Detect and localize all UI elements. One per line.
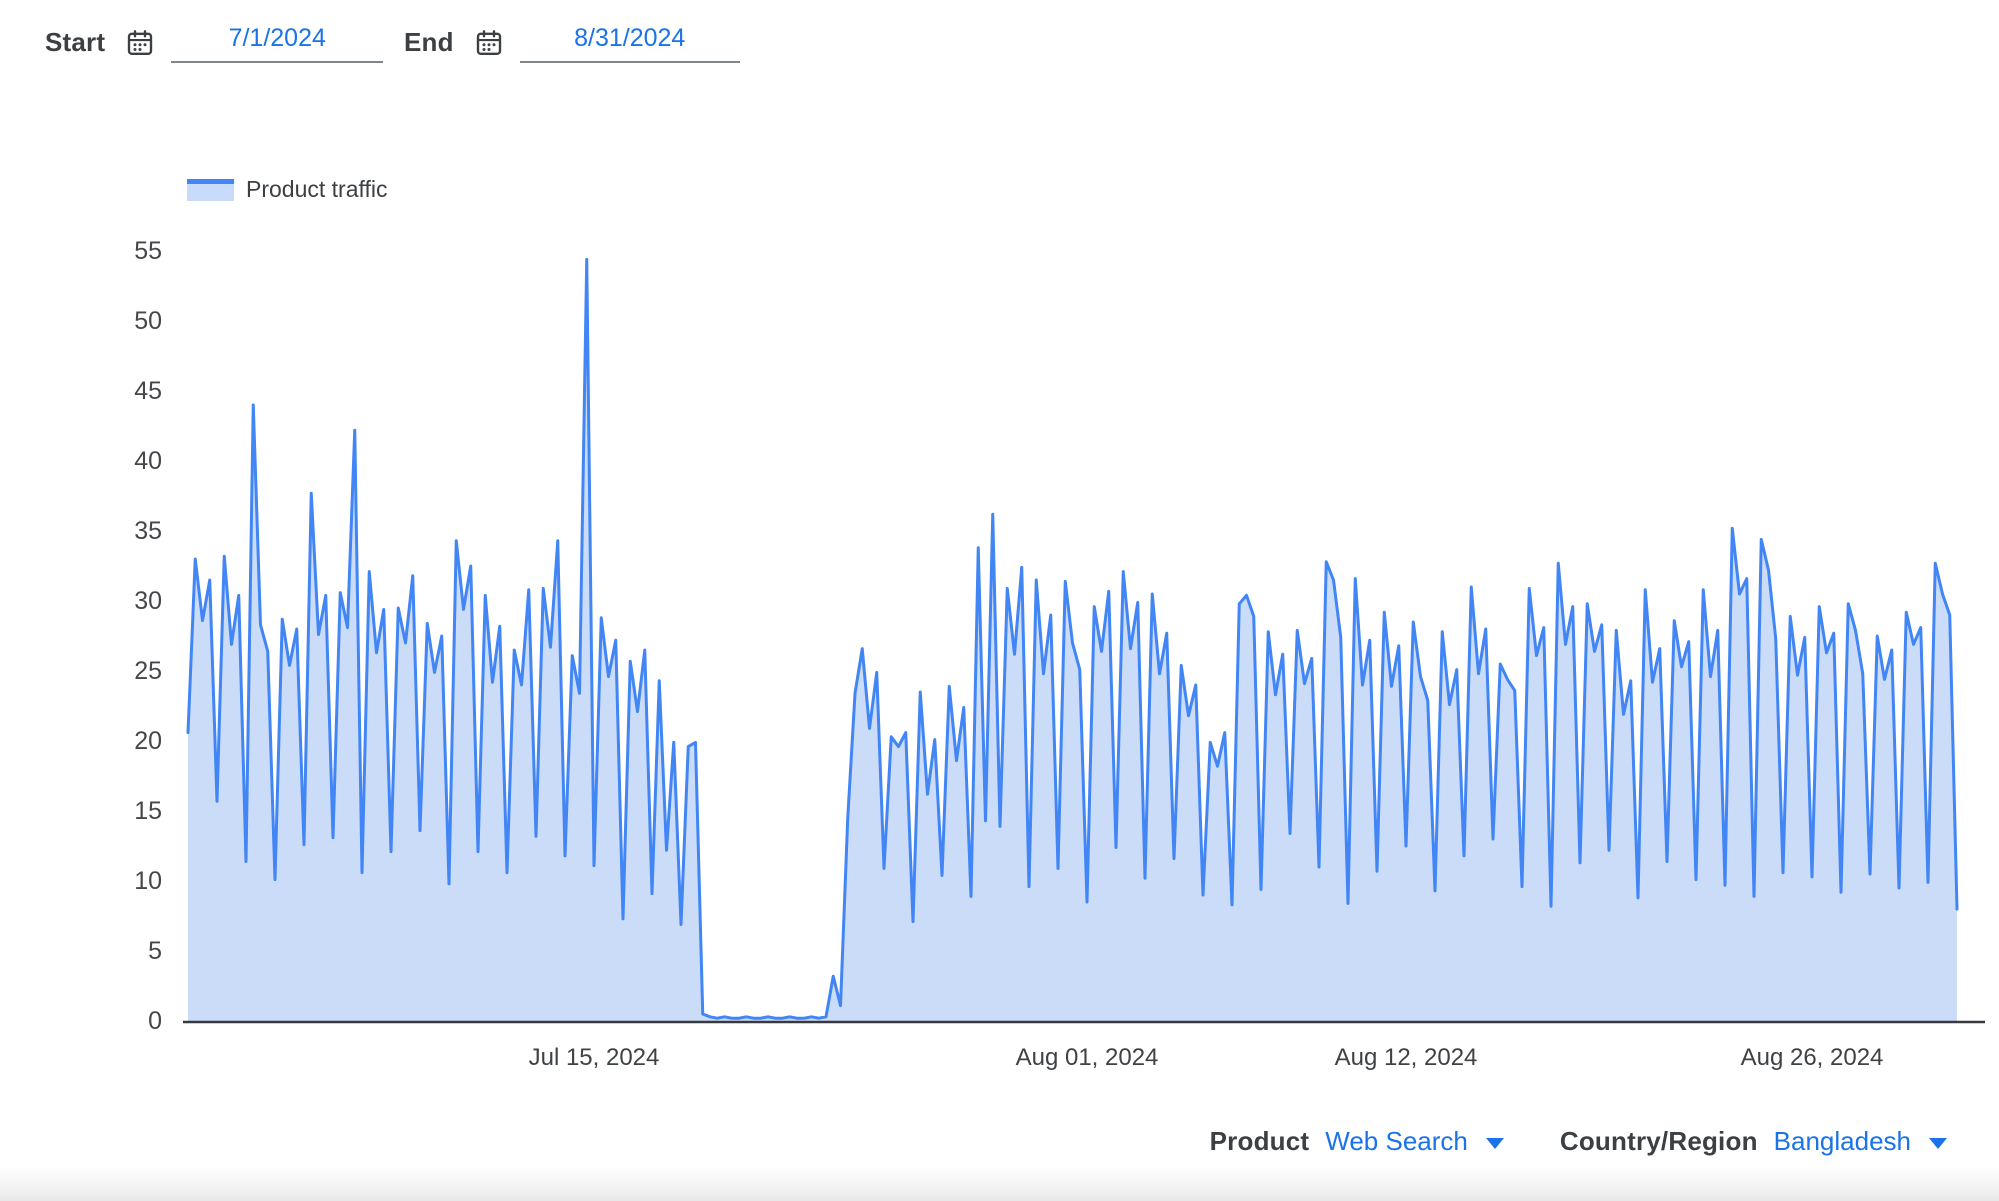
product-label: Product	[1209, 1126, 1310, 1156]
legend-label: Product traffic	[246, 176, 388, 202]
x-axis-tick-label: Aug 12, 2024	[1334, 1044, 1478, 1071]
end-date-group: End 8/31/2024	[404, 22, 740, 63]
calendar-icon[interactable]	[125, 28, 155, 58]
traffic-line	[186, 257, 1959, 1020]
chart-filter-controls: Product Web Search Country/Region Bangla…	[1210, 1126, 1947, 1157]
y-axis-tick-label: 10	[134, 867, 162, 895]
x-axis-tick-label: Aug 26, 2024	[1740, 1044, 1884, 1071]
y-axis-tick-label: 55	[134, 237, 162, 265]
country-region-label: Country/Region	[1559, 1126, 1758, 1156]
y-axis-tick-label: 15	[134, 797, 162, 825]
y-axis-tick-label: 30	[134, 587, 162, 615]
legend-area-swatch	[187, 178, 234, 201]
end-date-label: End	[404, 27, 454, 57]
country-region-dropdown-value[interactable]: Bangladesh	[1773, 1126, 1911, 1156]
x-axis-tick-label: Jul 15, 2024	[528, 1044, 660, 1071]
start-date-label: Start	[45, 27, 106, 57]
start-date-group: Start 7/1/2024	[45, 22, 384, 63]
chevron-down-icon[interactable]	[1929, 1137, 1947, 1149]
y-axis-tick-label: 45	[134, 377, 162, 405]
traffic-area-fill	[188, 259, 1957, 1021]
y-axis-tick-label: 25	[134, 657, 162, 685]
calendar-icon[interactable]	[474, 28, 504, 58]
product-dropdown-value[interactable]: Web Search	[1325, 1126, 1468, 1156]
product-dropdown[interactable]: Web Search	[1325, 1126, 1504, 1157]
country-region-dropdown[interactable]: Bangladesh	[1774, 1126, 1947, 1157]
start-date-field[interactable]: 7/1/2024	[171, 22, 384, 63]
y-axis-tick-label: 5	[148, 937, 162, 965]
bottom-edge-shadow	[0, 1167, 1999, 1201]
chevron-down-icon[interactable]	[1485, 1137, 1504, 1149]
x-axis-tick-label: Aug 01, 2024	[1015, 1044, 1159, 1071]
y-axis-tick-label: 0	[148, 1007, 162, 1035]
end-date-field[interactable]: 8/31/2024	[519, 22, 740, 63]
y-axis-tick-label: 20	[134, 727, 162, 755]
y-axis-tick-label: 50	[134, 307, 162, 335]
y-axis-tick-label: 40	[134, 447, 162, 475]
y-axis-tick-label: 35	[134, 517, 162, 545]
chart-legend: Product traffic	[187, 176, 387, 203]
